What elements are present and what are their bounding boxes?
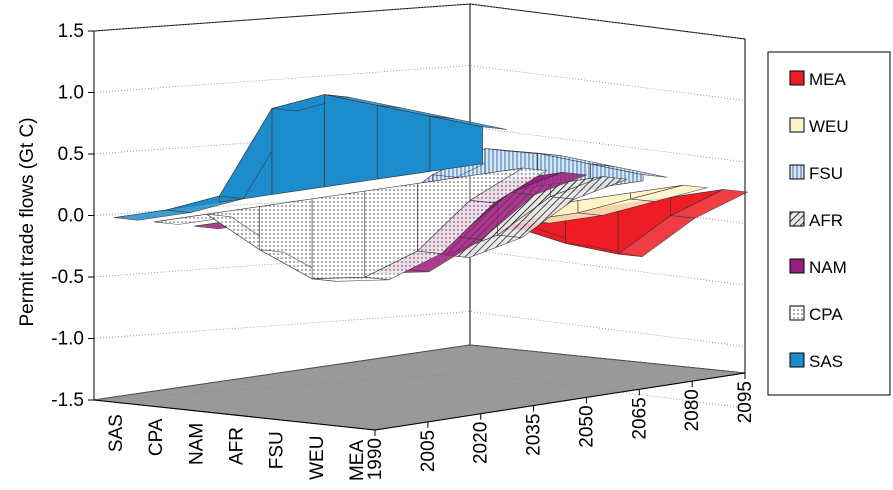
y-tick-label: -1.0 [51, 329, 84, 350]
y-tick-label: 0.0 [58, 206, 84, 227]
legend-label-mea: MEA [809, 70, 847, 89]
gridline [93, 372, 746, 409]
region-tick-label: SAS [106, 414, 127, 452]
y-tick-label: -1.5 [51, 390, 84, 411]
y-tick-label: 0.5 [58, 144, 84, 165]
x-axis-line [374, 372, 746, 431]
legend-label-weu: WEU [809, 117, 849, 136]
surface-top [669, 189, 749, 219]
x-tick-label: 2095 [735, 381, 756, 423]
x-tick-label: 2005 [418, 430, 439, 472]
depth-ticks: SAS CPA NAM AFR FSU WEU MEA [106, 414, 368, 481]
legend-swatch-mea [789, 70, 805, 86]
y-ticks: 1.5 1.0 0.5 0.0 -0.5 -1.0 -1.5 [51, 21, 94, 411]
surface-face [311, 190, 366, 280]
x-ticks: 1990 2005 2020 2035 2050 2065 2080 2095 [365, 373, 756, 480]
x-tick-label: 2080 [682, 389, 703, 431]
surface-top [510, 172, 588, 196]
surface-top [630, 184, 708, 202]
surface-cpa [154, 167, 548, 282]
legend-label-afr: AFR [809, 211, 843, 230]
gridline [93, 126, 746, 163]
legend-box [767, 51, 891, 396]
legend-swatch-cpa [789, 305, 805, 321]
legend-swatch-weu [789, 117, 805, 133]
legend-swatch-sas [789, 352, 805, 368]
legend-swatch-fsu [789, 164, 805, 180]
legend: MEA WEU FSU AFR NAM CPA SAS [767, 51, 891, 396]
x-tick-label: 1990 [365, 438, 386, 480]
y-tick-label: 1.0 [58, 83, 84, 104]
surface-top [469, 167, 548, 204]
surface-top [550, 176, 628, 200]
x-tick-label: 2065 [629, 397, 650, 439]
legend-label-sas: SAS [809, 352, 843, 371]
x-tick-label: 2035 [524, 414, 545, 456]
x-tick-label: 2050 [576, 405, 597, 447]
region-tick-label: AFR [227, 427, 248, 465]
region-tick-label: MEA [347, 440, 368, 482]
y-tick-label: -0.5 [51, 267, 84, 288]
legend-label-fsu: FSU [809, 164, 843, 183]
legend-swatch-nam [789, 258, 805, 274]
surface-face [324, 94, 378, 188]
y-axis-title: Permit trade flows (Gt C) [17, 117, 38, 326]
surface-face [376, 104, 431, 180]
region-tick-label: CPA [146, 418, 167, 456]
y-tick-label: 1.5 [58, 21, 84, 42]
gridline [93, 65, 746, 101]
surface-ribbons [114, 94, 749, 282]
surface-sas [114, 94, 507, 221]
gridline [93, 311, 746, 347]
legend-swatch-afr [789, 211, 805, 227]
legend-label-cpa: CPA [809, 305, 843, 324]
gridline [93, 249, 746, 286]
region-tick-label: NAM [186, 423, 207, 465]
surface-top [429, 115, 507, 130]
x-tick-label: 2020 [471, 422, 492, 464]
region-tick-label: WEU [307, 436, 328, 480]
depth-axis-line [93, 399, 376, 431]
gridline [93, 3, 746, 40]
legend-label-nam: NAM [809, 258, 847, 277]
surface-top [590, 163, 668, 178]
region-tick-label: FSU [267, 431, 288, 469]
